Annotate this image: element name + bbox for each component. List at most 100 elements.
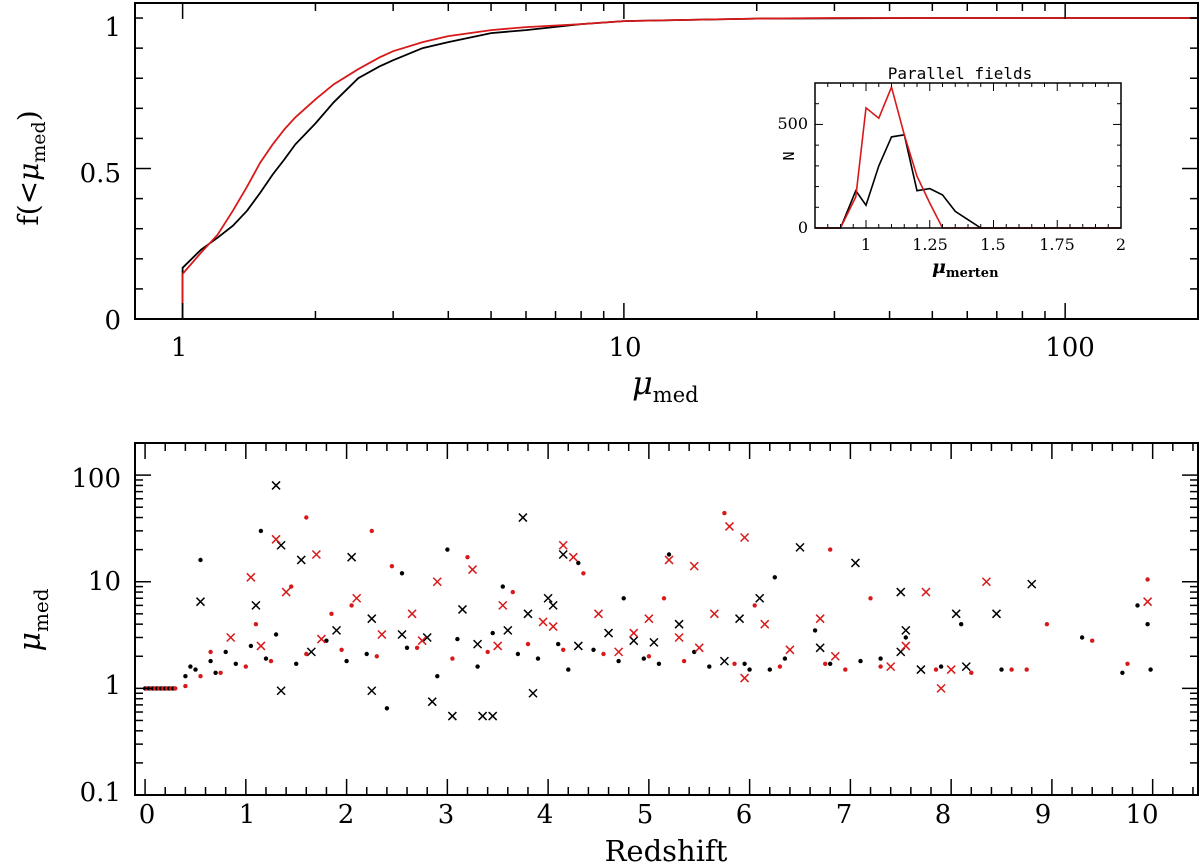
scatter-point-black-dot [1135, 603, 1140, 608]
scatter-point-black-dot [1148, 667, 1153, 672]
scatter-x-tick-9: 9 [1035, 800, 1052, 830]
scatter-point-black-dot [515, 651, 521, 657]
scatter-point-red-x [226, 632, 236, 643]
scatter-point-black-dot [404, 645, 410, 650]
scatter-point-red-x [815, 614, 825, 624]
scatter-point-red-dot [289, 584, 294, 589]
scatter-point-black-dot [399, 571, 405, 576]
y-title-subscript: med [28, 121, 50, 162]
scatter-point-red-x [498, 600, 508, 610]
scatter-point-red-dot [218, 670, 223, 675]
scatter-point-black-dot [384, 706, 390, 711]
scatter-point-black-dot [878, 656, 883, 661]
scatter-point-red-x [785, 645, 795, 655]
inset-x-title-subscript: merten [946, 266, 999, 281]
scatter-point-black-dot [621, 596, 626, 601]
scatter-point-black-x [1027, 579, 1037, 589]
scatter-point-red-dot [414, 645, 420, 650]
scatter-point-black-x [296, 555, 306, 565]
scatter-point-black-x [367, 614, 377, 624]
scatter-point-black-x [815, 643, 825, 653]
scatter-point-red-dot [777, 664, 783, 669]
scatter-point-black-x [629, 636, 639, 646]
scatter-point-red-x [468, 565, 478, 575]
scatter-point-black-dot [445, 547, 450, 552]
scatter-point-red-dot [561, 647, 566, 652]
scatter-point-black-dot [858, 658, 863, 664]
inset-x-tick-1: 1 [861, 235, 871, 254]
inset-x-tick-1.75: 1.75 [1039, 235, 1075, 254]
scatter-point-red-x [593, 609, 604, 619]
scatter-point-red-x [281, 587, 291, 597]
scatter-point-black-dot [1145, 622, 1150, 627]
scatter-x-tick-labels: 0 1 2 3 4 5 6 7 8 9 10 [139, 800, 1159, 830]
scatter-point-black-dot [812, 628, 818, 633]
scatter-point-black-x [488, 711, 498, 721]
scatter-point-red-dot [1090, 638, 1095, 643]
y-title-symbol: μ [12, 163, 45, 181]
scatter-point-red-dot [681, 658, 687, 664]
scatter-point-red-x [694, 643, 704, 653]
x-tick-label-1: 1 [171, 333, 188, 363]
scatter-point-red-x [558, 540, 568, 550]
cumulative-y-title: f(<μmed) [12, 110, 50, 225]
scatter-point-red-dot [510, 589, 515, 595]
inset-x-title-symbol: μ [932, 256, 946, 278]
scatter-point-red-x [246, 572, 256, 582]
scatter-y-title-symbol: μ [13, 632, 48, 652]
scatter-point-red-dot [969, 670, 974, 675]
scatter-point-black-x [447, 711, 457, 721]
scatter-point-red-dot [268, 658, 274, 664]
scatter-x-tick-1: 1 [239, 800, 256, 830]
scatter-point-black-x [719, 656, 729, 666]
inset-title: Parallel fields [888, 64, 1033, 83]
scatter-point-black-dot [828, 661, 833, 666]
scatter-point-red-x [377, 629, 387, 640]
scatter-point-black-dot [208, 658, 213, 664]
x-tick-label-10: 10 [608, 333, 641, 363]
scatter-ticks [135, 442, 1198, 796]
scatter-point-black-dot [263, 656, 269, 661]
scatter-point-red-dot [329, 611, 334, 616]
scatter-point-black-x [901, 625, 911, 635]
scatter-point-red-dot [581, 571, 586, 576]
scatter-point-black-x [674, 619, 684, 629]
scatter-point-red-x [538, 617, 548, 627]
scatter-point-black-dot [188, 664, 193, 669]
scatter-point-red-x [417, 636, 427, 646]
scatter-point-black-dot [258, 528, 264, 534]
scatter-point-black-dot [193, 667, 198, 672]
scatter-x-tick-4: 4 [537, 800, 554, 830]
scatter-points [142, 480, 1153, 721]
scatter-x-tick-5: 5 [637, 800, 654, 830]
scatter-point-black-dot [782, 656, 788, 661]
scatter-point-red-dot [828, 547, 833, 552]
scatter-point-black-x [427, 697, 437, 707]
scatter-point-red-x [644, 614, 654, 624]
scatter-point-black-dot [707, 664, 712, 669]
scatter-point-black-x [347, 552, 357, 562]
scatter-point-black-x [478, 711, 488, 721]
scatter-point-red-dot [369, 528, 374, 534]
scatter-point-black-x [991, 609, 1002, 619]
scatter-point-black-x [755, 593, 765, 603]
scatter-point-red-x [311, 549, 321, 560]
scatter-point-red-x [901, 641, 911, 651]
scatter-y-title-subscript: med [29, 588, 53, 632]
scatter-point-black-dot [475, 664, 480, 669]
scatter-point-black-dot [248, 643, 254, 649]
y-tick-label-0: 0 [104, 306, 121, 336]
scatter-point-black-x [548, 600, 558, 610]
scatter-point-red-dot [752, 603, 757, 608]
scatter-point-black-x [276, 686, 286, 696]
scatter-point-red-x [664, 555, 674, 565]
scatter-point-black-x [916, 665, 926, 675]
scatter-point-black-dot [742, 661, 747, 666]
scatter-point-black-dot [576, 560, 581, 566]
scatter-point-red-x [614, 647, 624, 657]
scatter-point-black-dot [324, 638, 329, 643]
scatter-point-red-dot [525, 641, 531, 647]
scatter-point-red-dot [601, 651, 606, 657]
scatter-point-black-dot [959, 622, 964, 627]
